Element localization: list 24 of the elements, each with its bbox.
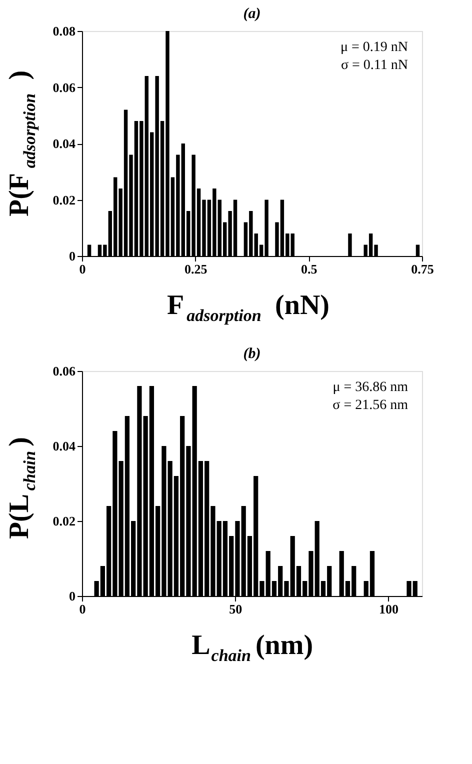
y-axis-title: P(Fadsorption) bbox=[4, 70, 39, 217]
annotation: μ = 36.86 nm bbox=[332, 380, 408, 395]
y-tick-label: 0.04 bbox=[52, 136, 76, 151]
x-tick-label: 0 bbox=[79, 602, 86, 616]
y-tick-label: 0.06 bbox=[52, 80, 76, 95]
x-tick-label: 50 bbox=[229, 602, 242, 616]
x-tick-label: 0.25 bbox=[184, 262, 208, 276]
x-tick-label: 100 bbox=[379, 602, 399, 616]
y-axis-title: P(Lchain ) bbox=[4, 437, 39, 540]
y-tick-label: 0.02 bbox=[52, 514, 76, 528]
chart-title: (b) bbox=[243, 346, 261, 362]
y-tick-label: 0.08 bbox=[52, 24, 76, 38]
annotation: μ = 0.19 nN bbox=[340, 40, 408, 55]
annotation: σ = 0.11 nN bbox=[340, 58, 408, 73]
x-tick-label: 0.75 bbox=[411, 262, 434, 276]
y-tick-label: 0 bbox=[69, 248, 76, 264]
x-tick-label: 0 bbox=[79, 262, 86, 276]
chart-title: (a) bbox=[243, 6, 261, 22]
y-tick-label: 0 bbox=[69, 588, 76, 604]
annotation: σ = 21.56 nm bbox=[332, 398, 408, 413]
y-tick-label: 0.06 bbox=[52, 364, 76, 378]
y-tick-label: 0.04 bbox=[52, 438, 76, 454]
x-tick-label: 0.5 bbox=[301, 262, 318, 276]
y-tick-label: 0.02 bbox=[52, 192, 76, 208]
